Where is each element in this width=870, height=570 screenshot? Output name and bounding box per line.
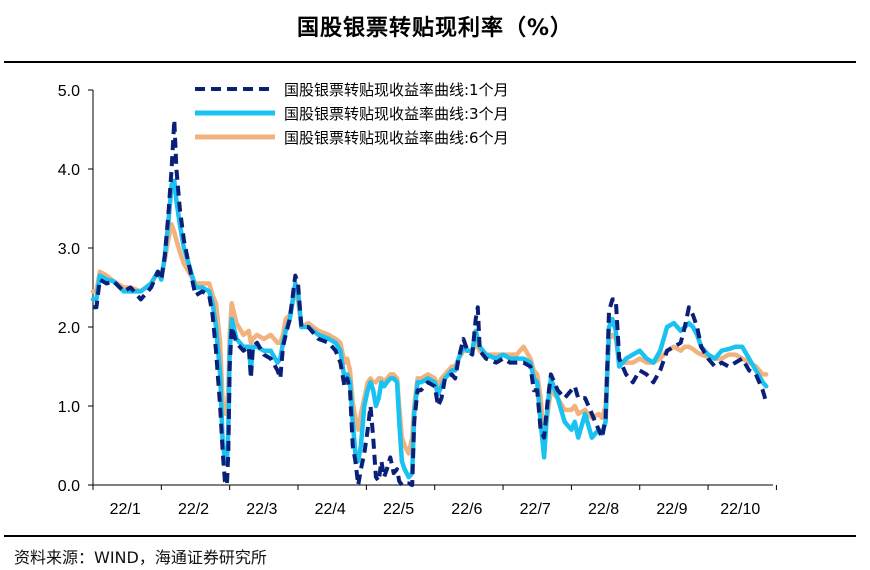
x-tick-label: 22/4 [315, 501, 346, 518]
x-tick-label: 22/8 [588, 501, 619, 518]
x-tick-label: 22/3 [246, 501, 277, 518]
series-line-1 [93, 118, 769, 487]
bottom-rule [4, 535, 856, 537]
x-tick-label: 22/6 [451, 501, 482, 518]
line-chart: 0.0 1.0 2.0 3.0 4.0 5.0 22/1 22/2 22/3 22/4 22/5 22… [58, 81, 777, 518]
axes: 0.0 1.0 2.0 3.0 4.0 5.0 22/1 22/2 22/3 22/4 22/5 22… [58, 83, 777, 518]
y-tick-label: 3.0 [58, 241, 80, 258]
legend-label-2: 国股银票转贴现收益率曲线:3个月 [284, 105, 509, 123]
series-lines [90, 118, 769, 487]
x-tick-label: 22/7 [520, 501, 551, 518]
legend: 国股银票转贴现收益率曲线:1个月国股银票转贴现收益率曲线:3个月国股银票转贴现收… [195, 81, 509, 147]
y-tick-label: 2.0 [58, 320, 80, 337]
source-note: 资料来源：WIND，海通证券研究所 [14, 548, 267, 567]
series-line-2 [90, 178, 769, 480]
x-tick-label: 22/1 [110, 501, 141, 518]
top-rule [4, 61, 856, 63]
legend-label-3: 国股银票转贴现收益率曲线:6个月 [284, 129, 509, 147]
x-tick-label: 22/2 [178, 501, 209, 518]
x-tick-label: 22/9 [656, 501, 687, 518]
x-tick-label: 22/10 [720, 501, 760, 518]
chart-title: 国股银票转贴现利率（%） [296, 16, 574, 41]
x-tick-label: 22/5 [383, 501, 414, 518]
y-tick-label: 5.0 [58, 83, 80, 100]
y-tick-label: 0.0 [58, 478, 80, 495]
y-tick-label: 1.0 [58, 399, 80, 416]
y-tick-label: 4.0 [58, 162, 80, 179]
legend-label-1: 国股银票转贴现收益率曲线:1个月 [284, 81, 509, 99]
